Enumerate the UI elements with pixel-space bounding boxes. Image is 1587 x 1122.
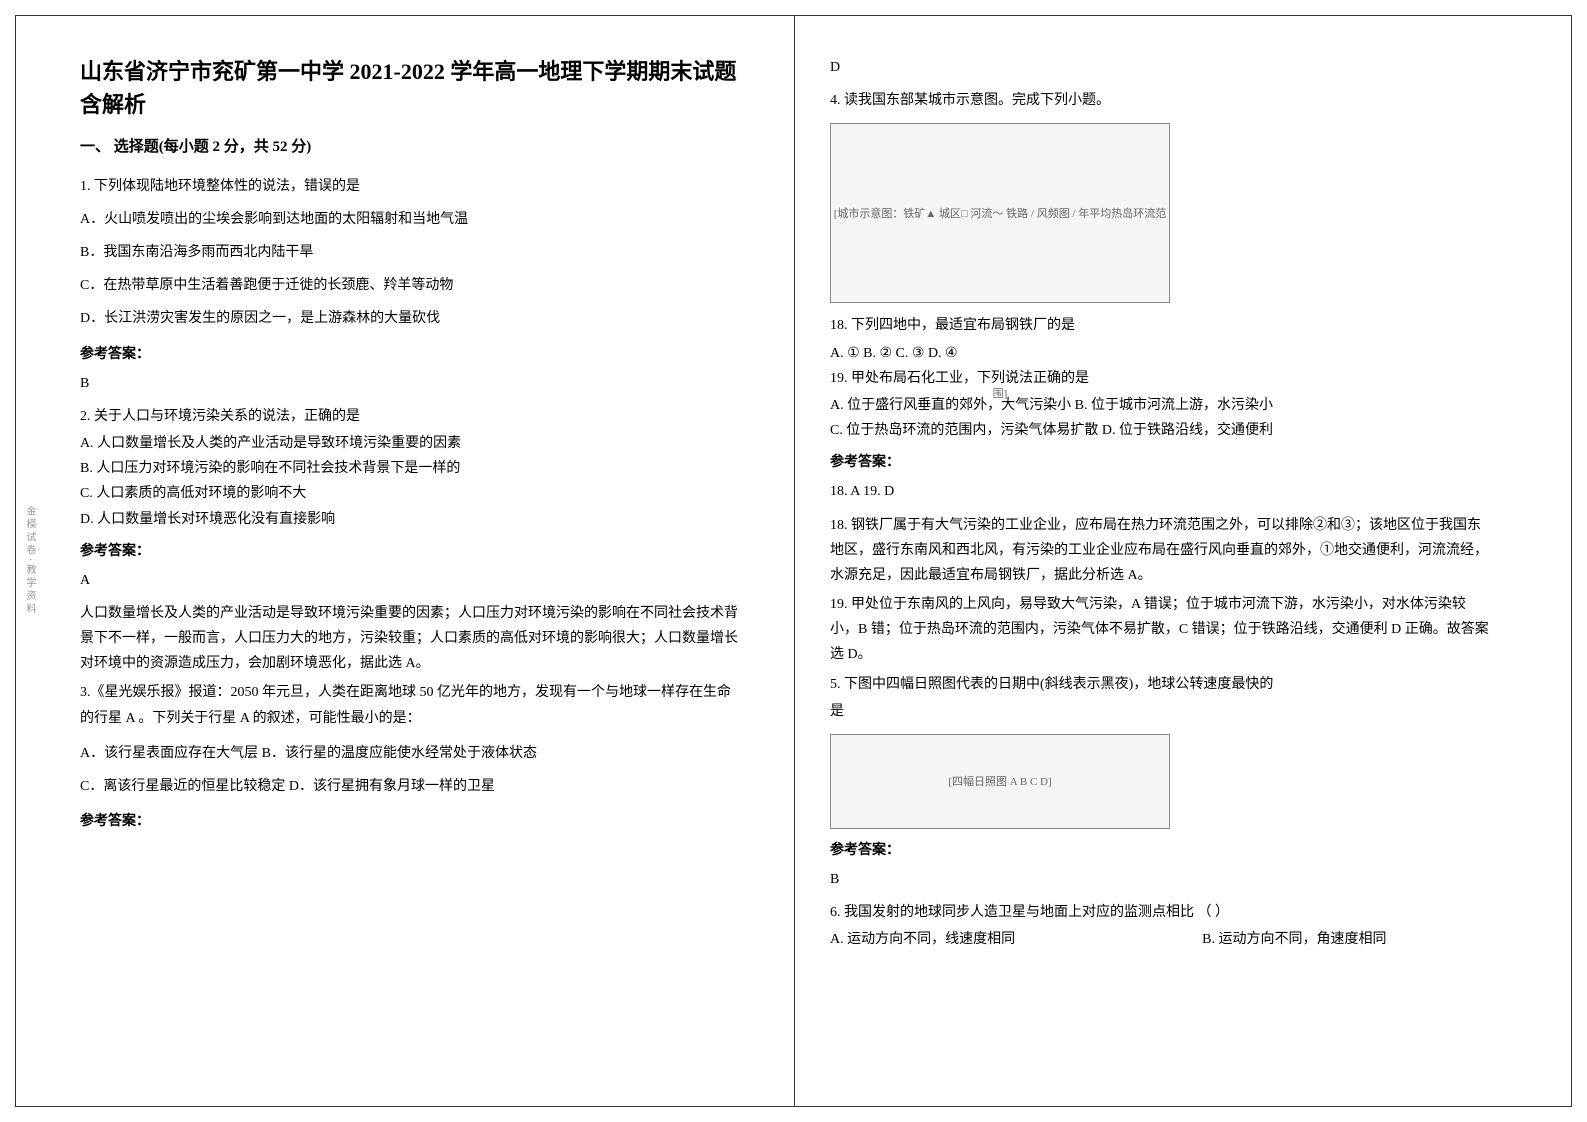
q1-opt-c: C．在热带草原中生活着善跑便于迁徙的长颈鹿、羚羊等动物 <box>80 271 740 302</box>
q18-options: A. ① B. ② C. ③ D. ④ <box>830 341 1490 366</box>
q1-answer-label: 参考答案： <box>80 343 740 363</box>
q2-opt-d: D. 人口数量增长对环境恶化没有直接影响 <box>80 507 740 532</box>
q5-answer: B <box>830 867 1490 892</box>
q1-answer: B <box>80 371 740 396</box>
q19-explanation: 19. 甲处位于东南风的上风向，易导致大气污染，A 错误；位于城市河流下游，水污… <box>830 592 1490 668</box>
q4-answer: 18. A 19. D <box>830 479 1490 504</box>
q6-opt-b: B. 运动方向不同，角速度相同 <box>1202 932 1386 947</box>
q18-explanation: 18. 钢铁厂属于有大气污染的工业企业，应布局在热力环流范围之外，可以排除②和③… <box>830 513 1490 589</box>
q2-opt-b: B. 人口压力对环境污染的影响在不同社会技术背景下是一样的 <box>80 456 740 481</box>
document-title: 山东省济宁市兖矿第一中学 2021-2022 学年高一地理下学期期末试题含解析 <box>80 55 740 121</box>
q3-answer-label: 参考答案： <box>80 810 740 830</box>
q19-opt-ab: A. 位于盛行风垂直的郊外，大气污染小 B. 位于城市河流上游，水污染小 <box>830 393 1490 418</box>
q3-answer: D <box>830 55 1490 80</box>
q6-opt-row: A. 运动方向不同，线速度相同 B. 运动方向不同，角速度相同 <box>830 927 1490 952</box>
q1-stem: 1. 下列体现陆地环境整体性的说法，错误的是 <box>80 172 740 201</box>
left-column: 山东省济宁市兖矿第一中学 2021-2022 学年高一地理下学期期末试题含解析 … <box>60 35 760 858</box>
q2-stem: 2. 关于人口与环境污染关系的说法，正确的是 <box>80 404 740 429</box>
q3-stem: 3.《星光娱乐报》报道：2050 年元旦，人类在距离地球 50 亿光年的地方，发… <box>80 680 740 730</box>
q2-answer-label: 参考答案： <box>80 540 740 560</box>
q2-explanation: 人口数量增长及人类的产业活动是导致环境污染重要的因素；人口压力对环境污染的影响在… <box>80 601 740 677</box>
q19-stem: 19. 甲处布局石化工业，下列说法正确的是 <box>830 366 1490 391</box>
q2-opt-c: C. 人口素质的高低对环境的影响不大 <box>80 481 740 506</box>
sun-diagram-figure: [四幅日照图 A B C D] <box>830 734 1170 829</box>
q6-stem: 6. 我国发射的地球同步人造卫星与地面上对应的监测点相比 （ ） <box>830 900 1490 925</box>
city-map-figure: [城市示意图：铁矿▲ 城区□ 河流〜 铁路 / 风频图 / 年平均热岛环流范围] <box>830 123 1170 303</box>
q4-stem: 4. 读我国东部某城市示意图。完成下列小题。 <box>830 88 1490 113</box>
q5-figure: [四幅日照图 A B C D] <box>830 734 1490 829</box>
q19-opt-cd: C. 位于热岛环流的范围内，污染气体易扩散 D. 位于铁路沿线，交通便利 <box>830 418 1490 443</box>
q1-opt-b: B．我国东南沿海多雨而西北内陆干旱 <box>80 238 740 269</box>
q4-figure: [城市示意图：铁矿▲ 城区□ 河流〜 铁路 / 风频图 / 年平均热岛环流范围] <box>830 123 1490 303</box>
q4-answer-label: 参考答案： <box>830 451 1490 471</box>
q2-answer: A <box>80 568 740 593</box>
right-column: D 4. 读我国东部某城市示意图。完成下列小题。 [城市示意图：铁矿▲ 城区□ … <box>810 35 1510 973</box>
center-divider <box>794 15 795 1107</box>
q5-stem2: 是 <box>830 699 1490 724</box>
q6-opt-a: A. 运动方向不同，线速度相同 <box>830 932 1015 947</box>
q2-opt-a: A. 人口数量增长及人类的产业活动是导致环境污染重要的因素 <box>80 431 740 456</box>
q18-stem: 18. 下列四地中，最适宜布局钢铁厂的是 <box>830 313 1490 338</box>
q5-stem: 5. 下图中四幅日照图代表的日期中(斜线表示黑夜)，地球公转速度最快的 <box>830 672 1490 697</box>
q1-opt-a: A．火山喷发喷出的尘埃会影响到达地面的太阳辐射和当地气温 <box>80 205 740 236</box>
q1-opt-d: D．长江洪涝灾害发生的原因之一，是上游森林的大量砍伐 <box>80 304 740 335</box>
q3-opt-ab: A．该行星表面应存在大气层 B．该行星的温度应能使水经常处于液体状态 <box>80 739 740 770</box>
side-watermark: 金模试卷·教学资料 <box>22 506 37 616</box>
q5-answer-label: 参考答案： <box>830 839 1490 859</box>
section-1-header: 一、 选择题(每小题 2 分，共 52 分) <box>80 135 740 156</box>
q3-opt-cd: C．离该行星最近的恒星比较稳定 D．该行星拥有象月球一样的卫星 <box>80 772 740 803</box>
